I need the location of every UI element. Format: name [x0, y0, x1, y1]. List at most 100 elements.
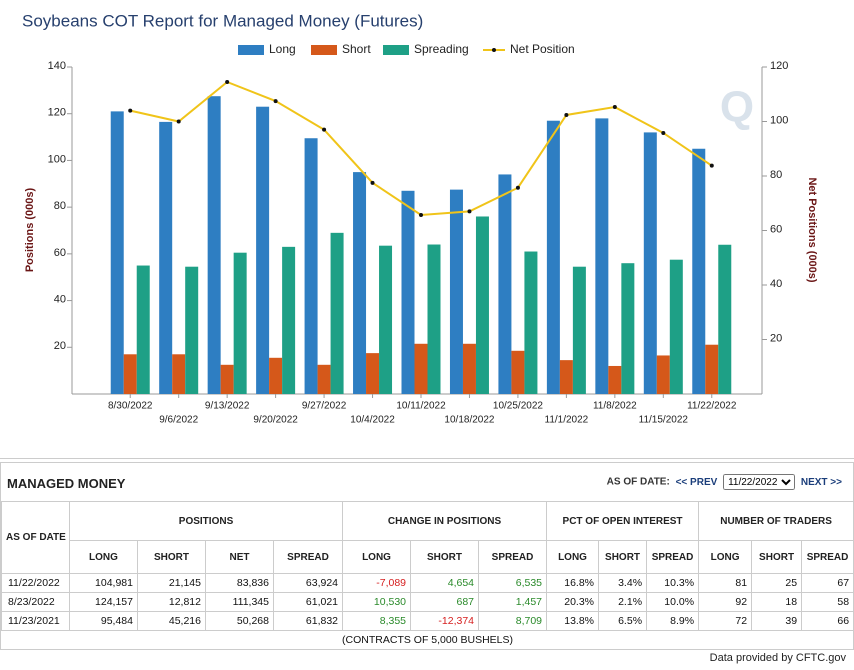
prev-link[interactable]: << PREV: [675, 476, 718, 488]
point: [128, 108, 133, 113]
y2-tick-label: 40: [770, 278, 782, 290]
cell: 4,654: [410, 573, 480, 593]
cell: 21,145: [137, 573, 206, 593]
bar: [511, 350, 525, 394]
cell: 687: [410, 592, 480, 612]
x-tick-label: 9/20/2022: [253, 415, 298, 426]
bar: [185, 266, 199, 394]
bar: [475, 216, 489, 394]
bar: [366, 353, 380, 394]
x-tick-label: 11/15/2022: [639, 415, 689, 426]
column-header: SPREAD: [801, 540, 854, 574]
cell: 2.1%: [598, 592, 648, 612]
x-tick-label: 11/8/2022: [593, 401, 637, 412]
point: [515, 185, 520, 190]
point: [709, 163, 714, 168]
legend-label: Spreading: [414, 42, 469, 56]
chart: Soybeans COT Report for Managed Money (F…: [0, 11, 854, 459]
point: [661, 130, 666, 135]
bar: [317, 364, 331, 394]
bar: [608, 365, 622, 394]
bar: [304, 138, 318, 394]
table-title: MANAGED MONEY: [7, 476, 126, 491]
table-note: (CONTRACTS OF 5,000 BUSHELS): [342, 634, 513, 646]
data-row: 11/23/2021 95,484 45,216 50,268 61,832 8,355-…: [1, 611, 854, 631]
column-header: SHORT: [137, 540, 206, 574]
bar: [233, 252, 247, 394]
group-header: NUMBER OF TRADERS: [698, 501, 854, 541]
y2-tick-label: 100: [770, 114, 788, 126]
cell: 12,812: [137, 592, 206, 612]
group-header: PCT OF OPEN INTEREST: [546, 501, 700, 541]
point: [176, 119, 181, 124]
bar: [269, 357, 283, 394]
cell: 104,981: [69, 573, 138, 593]
legend-swatch: [238, 45, 264, 55]
column-header: SPREAD: [646, 540, 700, 574]
cell: 63,924: [272, 573, 344, 593]
cell: 10.3%: [646, 573, 700, 593]
chart-title: Soybeans COT Report for Managed Money (F…: [22, 11, 423, 30]
cell: 61,021: [272, 592, 344, 612]
point: [322, 127, 327, 132]
bar: [401, 190, 415, 394]
column-header: SHORT: [751, 540, 803, 574]
point: [419, 212, 423, 217]
cell: 6,535: [478, 573, 548, 593]
legend-label: Net Position: [510, 42, 575, 56]
cell: 67: [801, 573, 854, 593]
bar: [256, 106, 270, 394]
cell: 66: [801, 611, 854, 631]
bar: [110, 111, 124, 394]
cell: 111,345: [205, 592, 274, 612]
date-select[interactable]: 11/22/2022: [723, 474, 796, 490]
point: [467, 209, 472, 214]
bar: [220, 364, 234, 394]
cell: -12,374: [410, 611, 480, 631]
legend-label: Long: [269, 42, 296, 56]
legend-swatch: [383, 45, 409, 55]
cell: 8.9%: [646, 611, 700, 631]
legend-label: Short: [342, 42, 371, 56]
legend-swatch: [492, 48, 496, 52]
column-header: SHORT: [410, 540, 480, 574]
x-tick-label: 9/6/2022: [159, 415, 198, 426]
x-tick-label: 10/25/2022: [493, 401, 543, 412]
row-date: 8/23/2022: [1, 592, 70, 612]
cell: 124,157: [69, 592, 138, 612]
column-header: SPREAD: [272, 540, 344, 574]
x-tick-label: 9/13/2022: [205, 401, 250, 412]
date-nav: AS OF DATE: << PREV 11/22/2022 NEXT >>: [607, 474, 845, 490]
cell: 58: [801, 592, 854, 612]
y-axis-label: Positions (000s): [24, 187, 36, 272]
cell: 10.0%: [646, 592, 700, 612]
y-tick-label: 40: [54, 293, 66, 305]
group-header: CHANGE IN POSITIONS: [342, 501, 548, 541]
point: [370, 180, 375, 185]
x-tick-label: 11/22/2022: [687, 401, 737, 412]
next-link[interactable]: NEXT >>: [800, 476, 842, 488]
bar: [621, 263, 635, 394]
y2-tick-label: 20: [770, 332, 782, 344]
cell: 95,484: [69, 611, 138, 631]
cell: 1,457: [478, 592, 548, 612]
point: [225, 79, 230, 84]
column-header: LONG: [546, 540, 600, 574]
y2-axis-label: Net Positions (000s): [806, 177, 818, 282]
cell: -7,089: [342, 573, 412, 593]
cell: 16.8%: [546, 573, 600, 593]
legend-swatch: [311, 45, 337, 55]
bar: [546, 120, 560, 394]
row-date: 11/23/2021: [1, 611, 70, 631]
cell: 8,355: [342, 611, 412, 631]
cell: 25: [751, 573, 803, 593]
bar: [595, 118, 609, 394]
bar: [643, 132, 657, 394]
y-tick-label: 20: [54, 340, 66, 352]
x-tick-label: 10/18/2022: [444, 415, 494, 426]
watermark: Q: [720, 83, 754, 132]
bar: [282, 246, 296, 394]
row-header: AS OF DATE: [1, 501, 70, 574]
x-tick-label: 11/1/2022: [545, 415, 589, 426]
